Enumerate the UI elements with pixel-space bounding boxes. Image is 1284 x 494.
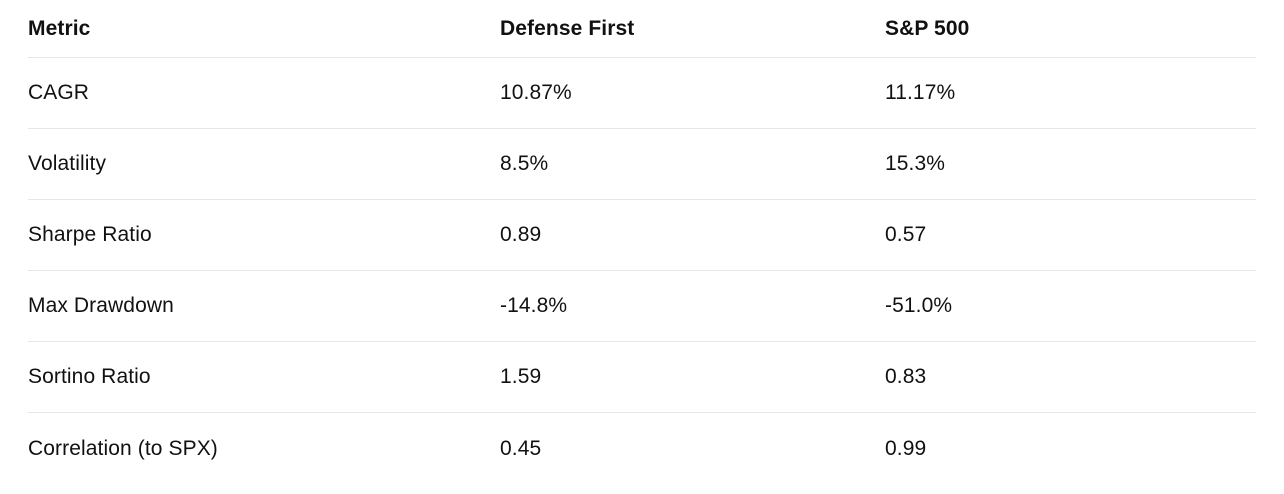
defense-first-value: 0.45	[500, 436, 542, 460]
defense-first-value: 10.87%	[500, 81, 572, 104]
metric-label: Sharpe Ratio	[28, 223, 152, 246]
metric-label: CAGR	[28, 81, 90, 104]
table-row-cagr: CAGR 10.87% 11.17%	[28, 58, 1256, 129]
defense-first-value: 8.5%	[500, 152, 549, 175]
metric-label: Sortino Ratio	[28, 365, 151, 388]
performance-metrics-table: Metric Defense First S&P 500 CAGR 10.87%…	[28, 0, 1256, 484]
defense-first-value: 1.59	[500, 365, 542, 388]
table-row-sortino-ratio: Sortino Ratio 1.59 0.83	[28, 342, 1256, 413]
sp500-value: 0.99	[885, 436, 927, 460]
metric-label: Correlation (to SPX)	[28, 436, 218, 460]
table-row-sharpe-ratio: Sharpe Ratio 0.89 0.57	[28, 200, 1256, 271]
sp500-value: 0.57	[885, 223, 927, 246]
defense-first-value: 0.89	[500, 223, 542, 246]
table-row-volatility: Volatility 8.5% 15.3%	[28, 129, 1256, 200]
metric-label: Volatility	[28, 152, 107, 175]
sp500-value: 11.17%	[885, 81, 956, 104]
header-cell-defense-first: Defense First	[500, 16, 635, 40]
header-cell-metric: Metric	[28, 16, 91, 40]
sp500-value: -51.0%	[885, 294, 953, 317]
table-header-row: Metric Defense First S&P 500	[28, 0, 1256, 58]
table-row-max-drawdown: Max Drawdown -14.8% -51.0%	[28, 271, 1256, 342]
defense-first-value: -14.8%	[500, 294, 568, 317]
metric-label: Max Drawdown	[28, 294, 174, 317]
sp500-value: 15.3%	[885, 152, 946, 175]
sp500-value: 0.83	[885, 365, 927, 388]
table-row-correlation: Correlation (to SPX) 0.45 0.99	[28, 413, 1256, 484]
header-cell-sp500: S&P 500	[885, 16, 970, 40]
